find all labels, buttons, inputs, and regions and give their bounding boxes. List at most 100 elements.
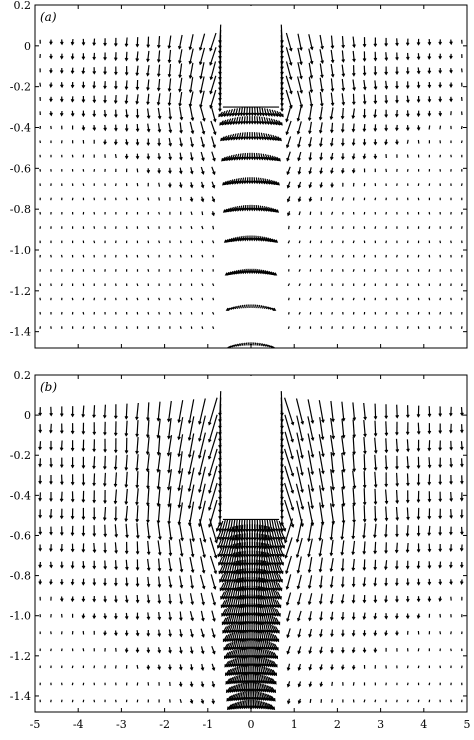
- quiver-arrow: [418, 183, 419, 186]
- quiver-arrow: [83, 683, 84, 686]
- quiver-arrow: [158, 522, 160, 539]
- x-tick-label: 1: [291, 718, 298, 731]
- quiver-arrow: [51, 649, 52, 652]
- quiver-arrow: [94, 700, 95, 703]
- quiver-arrow: [137, 420, 138, 436]
- quiver-arrow: [105, 456, 106, 469]
- quiver-arrow: [83, 183, 84, 186]
- quiver-arrow-wake: [244, 305, 245, 308]
- quiver-arrow: [201, 557, 204, 573]
- quiver-arrow-wake: [261, 343, 263, 346]
- quiver-arrow: [418, 700, 419, 703]
- quiver-arrow: [440, 631, 441, 634]
- quiver-arrow: [211, 105, 215, 121]
- quiver-arrow: [200, 34, 205, 50]
- quiver-arrow: [202, 298, 203, 300]
- quiver-arrow: [288, 241, 289, 244]
- quiver-arrow: [158, 436, 159, 455]
- quiver-arrow: [462, 126, 463, 129]
- quiver-arrow: [462, 141, 463, 144]
- quiver-arrow: [211, 121, 216, 134]
- quiver-arrow: [116, 665, 117, 668]
- y-tick-label: -0.2: [10, 81, 31, 94]
- quiver-arrow: [298, 106, 301, 121]
- quiver-arrow-wake: [242, 305, 243, 308]
- quiver-arrow: [440, 312, 441, 315]
- quiver-arrow: [408, 155, 409, 158]
- y-tick-label: -1.0: [10, 244, 31, 257]
- quiver-arrow-wake: [262, 344, 264, 347]
- quiver-arrow: [201, 91, 205, 107]
- quiver-arrow: [331, 521, 333, 539]
- panel-a: (a)0.20-0.2-0.4-0.6-0.8-1.0-1.2-1.4: [10, 0, 467, 348]
- quiver-arrow: [364, 488, 365, 504]
- quiver-arrow: [213, 284, 214, 286]
- quiver-arrow: [451, 226, 452, 229]
- quiver-arrow: [191, 226, 192, 229]
- quiver-arrow: [429, 226, 430, 229]
- quiver-arrow: [429, 126, 430, 130]
- quiver-arrow: [170, 312, 171, 314]
- quiver-arrow: [137, 298, 138, 300]
- quiver-arrow-wake: [255, 343, 256, 346]
- quiver-arrow: [159, 183, 160, 187]
- quiver-arrow: [285, 449, 293, 476]
- quiver-arrow: [158, 487, 160, 506]
- x-tick-label: -1: [202, 718, 213, 731]
- x-tick-label: -5: [30, 718, 41, 731]
- quiver-arrow: [342, 419, 344, 438]
- quiver-arrow: [179, 521, 182, 541]
- quiver-arrow: [289, 298, 290, 300]
- quiver-arrow: [375, 506, 376, 521]
- quiver-arrow: [451, 631, 452, 634]
- quiver-arrow: [202, 211, 203, 215]
- quiver-arrow: [191, 212, 192, 215]
- quiver-arrow: [148, 505, 149, 522]
- quiver-arrow-wake: [244, 343, 245, 346]
- quiver-arrow: [353, 488, 354, 506]
- quiver-arrow: [83, 700, 84, 703]
- quiver-arrow: [116, 154, 117, 158]
- quiver-arrow: [332, 682, 333, 686]
- quiver-arrow-wake: [257, 343, 258, 346]
- quiver-arrow: [353, 682, 354, 685]
- quiver-arrow: [40, 141, 41, 144]
- quiver-arrow-wake: [256, 305, 257, 309]
- quiver-arrow: [72, 298, 73, 300]
- quiver-arrow: [137, 665, 138, 669]
- quiver-arrow: [364, 454, 365, 470]
- quiver-arrow: [353, 241, 354, 244]
- quiver-arrow: [397, 298, 398, 300]
- quiver-arrow: [105, 665, 106, 668]
- quiver-arrow: [440, 241, 441, 244]
- quiver-arrow: [407, 140, 408, 144]
- quiver-arrow-wake: [257, 305, 258, 308]
- quiver-arrow: [158, 402, 160, 421]
- quiver-arrow: [288, 284, 289, 286]
- quiver-arrow: [148, 419, 149, 437]
- quiver-arrow: [148, 269, 149, 272]
- quiver-arrow: [180, 255, 181, 258]
- quiver-arrow: [190, 49, 193, 64]
- y-tick-label: -1.4: [10, 690, 31, 703]
- quiver-arrow: [94, 298, 95, 300]
- quiver-arrow: [126, 255, 127, 258]
- y-tick-label: 0.2: [14, 369, 32, 382]
- quiver-arrow: [202, 226, 203, 229]
- quiver-arrow: [94, 269, 95, 272]
- quiver-arrow: [180, 312, 181, 314]
- quiver-arrow: [201, 62, 204, 78]
- y-tick-label: -0.6: [10, 529, 31, 542]
- quiver-arrow: [116, 183, 117, 186]
- quiver-arrow: [299, 312, 300, 314]
- quiver-arrow-edge: [281, 501, 282, 525]
- quiver-arrow: [72, 666, 73, 669]
- obstacle-region: [223, 6, 279, 107]
- quiver-arrow: [386, 421, 387, 435]
- quiver-arrow: [364, 284, 365, 287]
- obstacle-region: [223, 376, 279, 519]
- quiver-arrow: [200, 106, 204, 121]
- quiver-arrow: [40, 298, 41, 300]
- quiver-arrow: [180, 699, 181, 703]
